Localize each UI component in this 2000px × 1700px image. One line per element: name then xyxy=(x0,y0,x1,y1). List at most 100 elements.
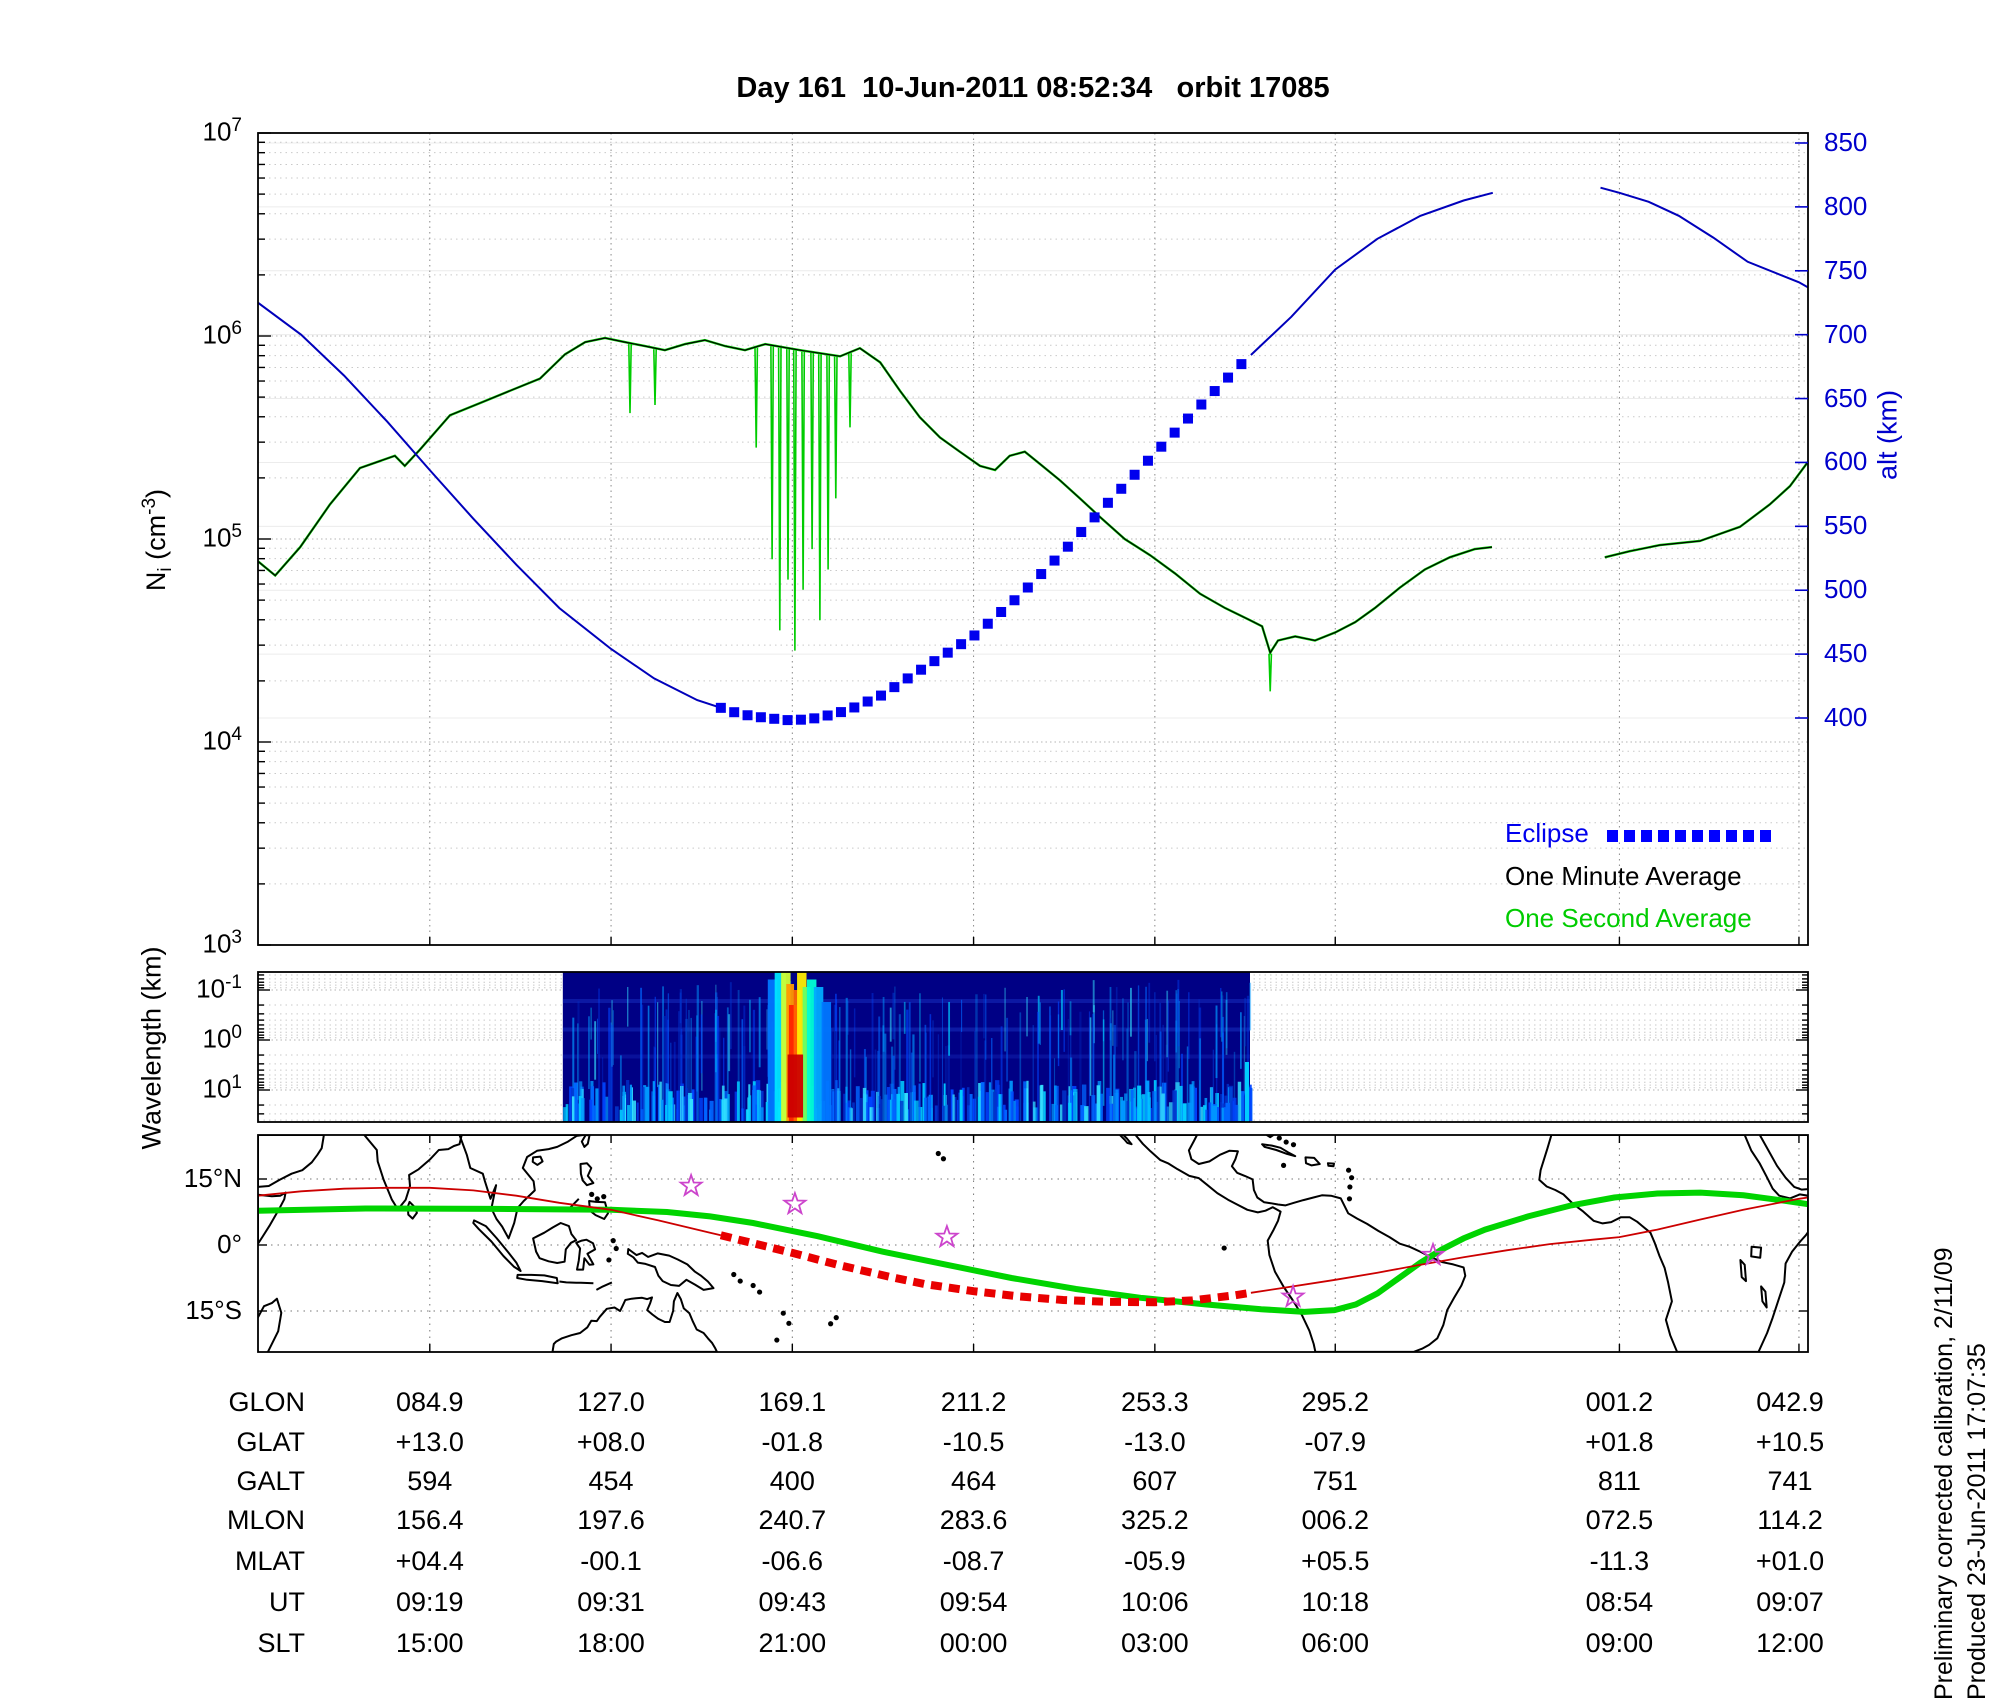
table-cell-mlon-0: 156.4 xyxy=(395,1505,464,1535)
coast-horn-of-africa xyxy=(258,1191,287,1245)
eclipse-dash xyxy=(902,673,913,684)
alt-tick-label: 550 xyxy=(1824,510,1868,541)
island-dot xyxy=(610,1238,616,1244)
alt-tick-label: 500 xyxy=(1824,574,1868,605)
eclipse-dash xyxy=(835,707,846,718)
coast-borneo xyxy=(532,1222,578,1264)
legend-eclipse: Eclipse xyxy=(1505,818,1777,849)
eclipse-dash xyxy=(862,696,873,707)
eclipse-dash xyxy=(1102,497,1113,508)
island-dot xyxy=(750,1282,756,1289)
density-depletion-spike xyxy=(792,350,797,651)
island-dot xyxy=(1346,1196,1353,1202)
table-cell-glat-5: -07.9 xyxy=(1304,1427,1367,1457)
station-star xyxy=(678,1172,705,1198)
coast-florida xyxy=(1265,1135,1275,1139)
altitude-curve xyxy=(1600,186,1808,289)
eclipse-dash xyxy=(969,630,980,641)
eclipse-dash xyxy=(715,702,726,713)
density-depletion-spike xyxy=(810,352,815,550)
eclipse-dash xyxy=(956,639,967,650)
table-cell-glon-2: 169.1 xyxy=(758,1387,827,1417)
eclipse-dash xyxy=(1089,512,1100,523)
island-dot xyxy=(756,1289,763,1295)
island-dot xyxy=(589,1191,595,1197)
island-dot xyxy=(828,1321,834,1327)
table-cell-galt-6: 811 xyxy=(1597,1466,1641,1496)
island-dot xyxy=(594,1196,600,1202)
table-cell-glat-0: +13.0 xyxy=(395,1427,464,1457)
coast-java xyxy=(516,1273,559,1285)
table-cell-mlat-5: +05.5 xyxy=(1301,1546,1370,1576)
island-dot xyxy=(1276,1135,1282,1141)
legend-one-second: One Second Average xyxy=(1505,903,1752,933)
legend-one-minute: One Minute Average xyxy=(1505,861,1742,891)
coast-hainan xyxy=(531,1155,544,1166)
table-cell-slt-6: 09:00 xyxy=(1585,1628,1654,1658)
ni-tick-label: 107 xyxy=(202,115,243,147)
island-dot xyxy=(737,1278,743,1284)
density-depletion-spike xyxy=(785,349,791,580)
table-cell-galt-2: 400 xyxy=(769,1466,815,1496)
station-star xyxy=(1279,1283,1307,1309)
table-row-label: SLT xyxy=(257,1628,305,1658)
eclipse-dash xyxy=(1116,483,1127,494)
island-dot xyxy=(833,1315,839,1321)
table-cell-mlat-2: -06.6 xyxy=(761,1546,824,1576)
table-cell-glat-1: +08.0 xyxy=(576,1427,646,1457)
table-row-label: GALT xyxy=(236,1466,305,1496)
eclipse-dash xyxy=(1022,582,1033,593)
table-cell-mlat-0: +04.4 xyxy=(395,1546,464,1576)
coast-australia xyxy=(551,1292,718,1352)
production-note: Preliminary corrected calibration, 2/11/… xyxy=(1928,1247,1994,1700)
island-dot xyxy=(935,1150,941,1157)
coast-sumatra xyxy=(472,1219,522,1272)
coast-new-guinea xyxy=(626,1248,715,1291)
ni-tick-label: 106 xyxy=(202,318,243,350)
table-cell-glat-6: +01.8 xyxy=(1585,1427,1654,1457)
eclipse-dash xyxy=(996,606,1007,617)
table-row-label: GLAT xyxy=(236,1427,305,1457)
island-dot xyxy=(601,1194,607,1200)
one-minute-density-curve xyxy=(1604,461,1808,558)
table-cell-mlat-4: -05.9 xyxy=(1124,1546,1186,1576)
density-depletion-spike xyxy=(826,355,831,570)
table-cell-glat-2: -01.8 xyxy=(761,1427,824,1457)
eclipse-dash xyxy=(1169,427,1180,438)
coast-arabia xyxy=(258,1135,325,1188)
eclipse-dash xyxy=(1223,372,1234,383)
coast-taiwan xyxy=(580,1135,591,1148)
station-star xyxy=(933,1223,961,1249)
map-tracks xyxy=(258,1172,1808,1315)
eclipse-dash xyxy=(1036,569,1047,580)
eclipse-dash xyxy=(1196,399,1207,410)
altitude-curve xyxy=(258,301,722,709)
eclipse-dash xyxy=(729,707,740,718)
table-cell-mlon-4: 325.2 xyxy=(1121,1505,1189,1535)
ni-tick-label: 103 xyxy=(202,927,243,959)
satellite-track-pre xyxy=(258,1186,722,1237)
coast-cuba xyxy=(1261,1143,1297,1158)
density-depletion-spike xyxy=(801,351,806,590)
eclipse-dash xyxy=(795,714,806,725)
table-cell-slt-1: 18:00 xyxy=(577,1628,645,1658)
island-dot xyxy=(774,1337,780,1343)
table-cell-slt-5: 06:00 xyxy=(1301,1628,1370,1658)
table-row-label: MLON xyxy=(226,1505,305,1535)
eclipse-dash xyxy=(1183,413,1193,424)
eclipse-dash xyxy=(876,690,887,701)
table-cell-mlon-3: 283.6 xyxy=(939,1505,1008,1535)
table-cell-slt-3: 00:00 xyxy=(939,1628,1008,1658)
eclipse-dash xyxy=(889,682,900,693)
alt-tick-label: 700 xyxy=(1824,318,1868,349)
table-row-label: GLON xyxy=(228,1387,305,1417)
island-dot xyxy=(613,1245,619,1252)
table-cell-mlon-5: 006.2 xyxy=(1301,1505,1370,1535)
eclipse-dash xyxy=(742,710,753,721)
eclipse-dash xyxy=(822,710,833,721)
coast-hispaniola xyxy=(1304,1156,1321,1167)
eclipse-dash xyxy=(1049,555,1060,566)
eclipse-dash xyxy=(1156,441,1167,452)
density-depletion-spike xyxy=(817,354,822,621)
